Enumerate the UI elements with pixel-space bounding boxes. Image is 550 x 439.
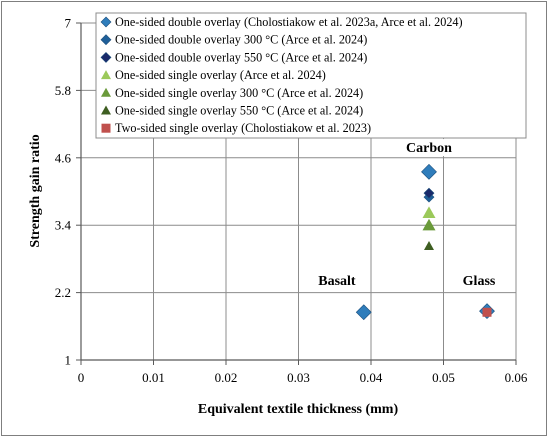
- tick-labels: 0 0.01 0.02 0.03 0.04 0.05 0.06 1 2.2 3.4 4.6 5.8 7: [55, 16, 528, 386]
- data-point-diamond: [421, 163, 437, 180]
- legend-marker-diamond: [100, 51, 112, 63]
- annotations: Carbon Basalt Glass: [309, 139, 503, 290]
- data-point-diamond: [423, 187, 435, 199]
- x-tick-label: 0.03: [287, 370, 310, 385]
- data-point-diamond: [355, 304, 372, 321]
- legend-marker-diamond: [100, 34, 112, 46]
- y-tick-label: 2.2: [55, 285, 71, 300]
- y-tick-label: 1: [65, 353, 72, 368]
- legend-entry-label: Two-sided single overlay (Cholostiakow e…: [115, 121, 371, 135]
- annotation-basalt: Basalt: [318, 274, 356, 289]
- legend-marker-diamond: [100, 16, 112, 28]
- annotation-glass: Glass: [463, 274, 496, 289]
- legend-marker-triangle: [101, 87, 111, 97]
- legend: One-sided double overlay (Cholostiakow e…: [95, 12, 527, 139]
- legend-entry-label: One-sided double overlay 300 °C (Arce et…: [115, 33, 367, 47]
- legend-marker-triangle: [101, 70, 111, 80]
- x-tick-label: 0: [78, 370, 85, 385]
- data-point-triangle: [422, 218, 436, 231]
- x-tick-label: 0.06: [505, 370, 528, 385]
- annotation-backdrop: [401, 139, 457, 157]
- x-tick-label: 0.01: [142, 370, 165, 385]
- y-tick-label: 3.4: [55, 218, 72, 233]
- axes: [76, 22, 517, 365]
- y-tick-label: 7: [65, 16, 72, 31]
- y-axis-title: Strength gain ratio: [28, 134, 43, 247]
- x-tick-label: 0.02: [215, 370, 238, 385]
- y-tick-label: 5.8: [55, 83, 71, 98]
- data-point-square: [482, 307, 492, 317]
- legend-marker-square: [101, 123, 111, 133]
- legend-entry-label: One-sided single overlay (Arce et al. 20…: [115, 68, 326, 82]
- annotation-backdrop: [309, 272, 365, 290]
- x-tick-label: 0.05: [432, 370, 455, 385]
- x-axis-title: Equivalent textile thickness (mm): [198, 402, 399, 417]
- legend-entry-label: One-sided double overlay (Cholostiakow e…: [115, 15, 463, 29]
- data-point-triangle: [422, 206, 436, 219]
- legend-entry-label: One-sided single overlay 550 °C (Arce et…: [115, 104, 363, 118]
- x-tick-label: 0.04: [360, 370, 383, 385]
- data-point-triangle: [424, 240, 434, 250]
- legend-marker-triangle: [101, 105, 111, 115]
- annotation-carbon: Carbon: [406, 141, 452, 156]
- legend-entry-label: One-sided single overlay 300 °C (Arce et…: [115, 86, 363, 100]
- legend-box: [95, 12, 527, 139]
- y-tick-label: 4.6: [55, 150, 72, 165]
- legend-entry-label: One-sided double overlay 550 °C (Arce et…: [115, 50, 367, 64]
- data-points: [355, 163, 495, 321]
- annotation-backdrop: [455, 272, 503, 290]
